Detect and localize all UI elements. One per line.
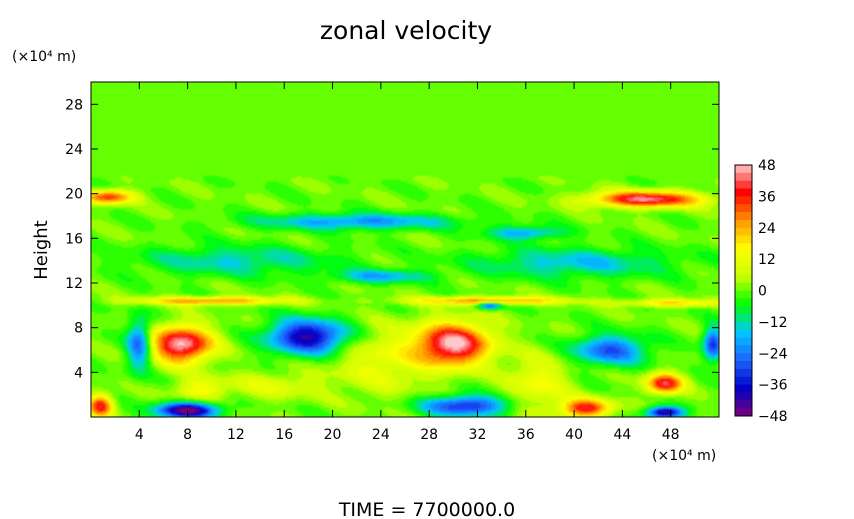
time-label: TIME = 7700000.0: [338, 499, 515, 519]
colorbar-cell: [735, 251, 752, 260]
colorbar-tick-label: 12: [758, 252, 776, 268]
colorbar-cell: [735, 180, 752, 190]
y-tick-label: 28: [65, 97, 83, 113]
colorbar-cell: [735, 235, 752, 244]
plot-frame: [90, 81, 720, 418]
y-tick-label: 8: [74, 321, 83, 337]
colorbar-cell: [735, 227, 752, 237]
colorbar-tick-label: −48: [758, 409, 788, 425]
y-tick-label: 20: [65, 187, 83, 203]
heatmap-plot: [90, 81, 720, 418]
colorbar-cell: [735, 172, 752, 182]
colorbar-tick-label: −12: [758, 315, 788, 331]
colorbar-cell: [735, 345, 752, 354]
colorbar-cell: [735, 306, 752, 315]
colorbar-tick-label: 0: [758, 284, 767, 300]
chart-title: zonal velocity: [320, 16, 492, 45]
y-axis: 4 8 12 16 20 24 28: [65, 97, 719, 381]
colorbar-frame: [734, 164, 753, 417]
colorbar-cell: [735, 282, 752, 291]
x-tick-label: 32: [469, 427, 487, 443]
colorbar-cell: [735, 384, 752, 393]
x-tick-label: 4: [135, 427, 144, 443]
y-tick-label: 12: [65, 276, 83, 292]
y-tick-label: 16: [65, 231, 83, 247]
colorbar-cell: [735, 266, 752, 276]
x-tick-label: 12: [227, 427, 245, 443]
y-axis-unit: (×10⁴ m): [12, 49, 76, 65]
colorbar-cell: [735, 188, 752, 197]
colorbar-cell: [735, 392, 752, 401]
colorbar-cell: [735, 400, 752, 409]
colorbar-tick-label: 36: [758, 189, 776, 205]
colorbar-cell: [735, 337, 752, 346]
colorbar-labels: 48 36 24 12 0 −12 −24 −36 −48: [758, 158, 788, 425]
colorbar-cell: [735, 196, 752, 205]
colorbar-cell: [735, 259, 752, 268]
colorbar-cell: [735, 165, 752, 174]
y-tick-label: 24: [65, 142, 83, 158]
colorbar-tick-label: 48: [758, 158, 776, 174]
colorbar-tick-label: 24: [758, 221, 776, 237]
x-tick-label: 16: [275, 427, 293, 443]
colorbar-cell: [735, 361, 752, 370]
colorbar-cell: [735, 219, 752, 229]
x-axis-unit: (×10⁴ m): [652, 448, 716, 464]
x-tick-label: 44: [613, 427, 631, 443]
colorbar-cell: [735, 212, 752, 221]
colorbar-cell: [735, 290, 752, 299]
x-tick-label: 24: [372, 427, 390, 443]
y-axis-label: Height: [31, 220, 52, 280]
colorbar-cells: [735, 165, 752, 417]
x-tick-label: 36: [517, 427, 535, 443]
x-tick-label: 40: [565, 427, 583, 443]
colorbar-cell: [735, 298, 752, 307]
colorbar-tick-label: −36: [758, 378, 788, 394]
colorbar-cell: [735, 274, 752, 284]
colorbar-cell: [735, 353, 752, 362]
y-tick-label: 4: [74, 365, 83, 381]
colorbar-cell: [735, 368, 752, 378]
x-tick-label: 48: [662, 427, 680, 443]
colorbar-cell: [735, 243, 752, 252]
x-tick-label: 8: [183, 427, 192, 443]
x-axis: 4 8 12 16 20 24 28 32 36 40 44 48: [135, 82, 680, 443]
colorbar-cell: [735, 314, 752, 323]
colorbar-cell: [735, 376, 752, 386]
x-tick-label: 20: [324, 427, 342, 443]
colorbar-cell: [735, 204, 752, 213]
x-tick-label: 28: [420, 427, 438, 443]
colorbar-cell: [735, 329, 752, 339]
colorbar-tick-label: −24: [758, 346, 788, 362]
heatmap-field: [91, 82, 719, 417]
colorbar: 48 36 24 12 0 −12 −24 −36 −48: [734, 158, 788, 425]
colorbar-cell: [735, 321, 752, 331]
colorbar-cell: [735, 408, 752, 417]
